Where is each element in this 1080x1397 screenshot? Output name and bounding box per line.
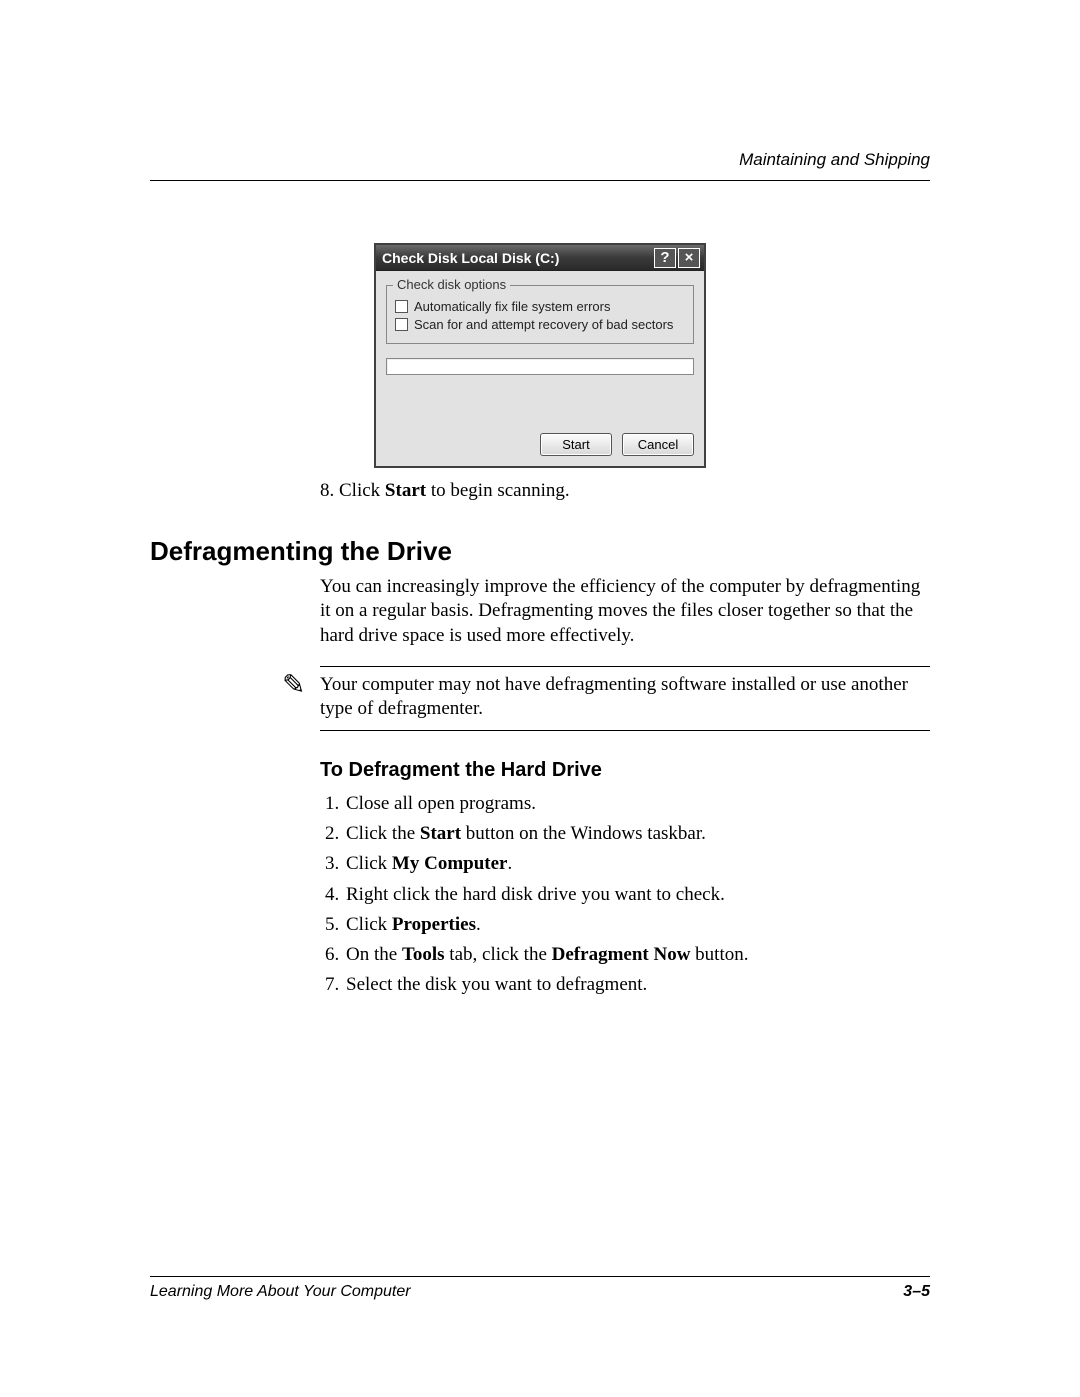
step-8: 8. Click Start to begin scanning. [320, 480, 930, 502]
header-rule [150, 180, 930, 181]
step-3-post: . [507, 853, 512, 874]
step-8-post: to begin scanning. [426, 480, 570, 501]
subsection-heading: To Defragment the Hard Drive [320, 759, 930, 782]
step-3-pre: Click [346, 853, 392, 874]
page: Maintaining and Shipping Check Disk Loca… [0, 0, 1080, 1397]
progress-bar [386, 358, 694, 375]
checkbox-scan-recover[interactable] [395, 318, 408, 331]
step-6-pre: On the [346, 944, 402, 965]
step-5-post: . [476, 914, 481, 935]
footer-page-number: 3–5 [903, 1283, 930, 1301]
step-1: Close all open programs. [344, 792, 930, 816]
step-5: Click Properties. [344, 913, 930, 937]
close-button[interactable]: × [678, 248, 700, 268]
start-button[interactable]: Start [540, 433, 612, 456]
section-heading: Defragmenting the Drive [150, 536, 930, 567]
option-label-2: Scan for and attempt recovery of bad sec… [414, 317, 673, 332]
step-2-post: button on the Windows taskbar. [461, 823, 706, 844]
start-button-label: Start [562, 437, 589, 452]
option-row-1: Automatically fix file system errors [395, 299, 685, 314]
step-6-bold2: Defragment Now [552, 944, 691, 965]
step-3-bold: My Computer [392, 853, 508, 874]
step-6: On the Tools tab, click the Defragment N… [344, 943, 930, 967]
button-row: Start Cancel [386, 433, 694, 456]
footer-book-title: Learning More About Your Computer [150, 1283, 411, 1301]
step-8-num: 8. [320, 480, 334, 501]
note-rule-top [320, 666, 930, 667]
step-5-bold: Properties [392, 914, 476, 935]
cancel-button[interactable]: Cancel [622, 433, 694, 456]
step-7: Select the disk you want to defragment. [344, 973, 930, 997]
step-5-pre: Click [346, 914, 392, 935]
step-4: Right click the hard disk drive you want… [344, 883, 930, 907]
help-icon: ? [660, 250, 669, 265]
help-button[interactable]: ? [654, 248, 676, 268]
step-6-mid: tab, click the [445, 944, 552, 965]
section-paragraph: You can increasingly improve the efficie… [320, 575, 930, 648]
note-rule-bottom [320, 730, 930, 731]
option-row-2: Scan for and attempt recovery of bad sec… [395, 317, 685, 332]
step-3: Click My Computer. [344, 852, 930, 876]
footer-rule [150, 1276, 930, 1277]
step-6-bold1: Tools [402, 944, 445, 965]
cancel-button-label: Cancel [638, 437, 678, 452]
options-groupbox: Check disk options Automatically fix fil… [386, 285, 694, 344]
header-section-title: Maintaining and Shipping [150, 150, 930, 170]
step-4-text: Right click the hard disk drive you want… [346, 884, 725, 905]
close-icon: × [685, 250, 694, 265]
step-6-post: button. [690, 944, 748, 965]
note-text: Your computer may not have defragmenting… [320, 673, 930, 722]
page-footer: Learning More About Your Computer 3–5 [150, 1276, 930, 1301]
groupbox-legend: Check disk options [393, 277, 510, 292]
option-label-1: Automatically fix file system errors [414, 299, 611, 314]
dialog-title: Check Disk Local Disk (C:) [382, 250, 652, 266]
note-icon: ✎ [282, 671, 314, 699]
dialog-body: Check disk options Automatically fix fil… [376, 271, 704, 466]
dialog-container: Check Disk Local Disk (C:) ? × Check dis… [150, 243, 930, 468]
note-block: ✎ Your computer may not have defragmenti… [282, 666, 930, 731]
step-2: Click the Start button on the Windows ta… [344, 822, 930, 846]
step-1-text: Close all open programs. [346, 793, 536, 814]
check-disk-dialog: Check Disk Local Disk (C:) ? × Check dis… [374, 243, 706, 468]
step-8-bold: Start [385, 480, 426, 501]
procedure-list: Close all open programs. Click the Start… [320, 792, 930, 998]
step-8-pre: Click [334, 480, 385, 501]
step-7-text: Select the disk you want to defragment. [346, 974, 647, 995]
titlebar: Check Disk Local Disk (C:) ? × [376, 245, 704, 271]
checkbox-auto-fix[interactable] [395, 300, 408, 313]
step-2-bold: Start [420, 823, 461, 844]
step-2-pre: Click the [346, 823, 420, 844]
